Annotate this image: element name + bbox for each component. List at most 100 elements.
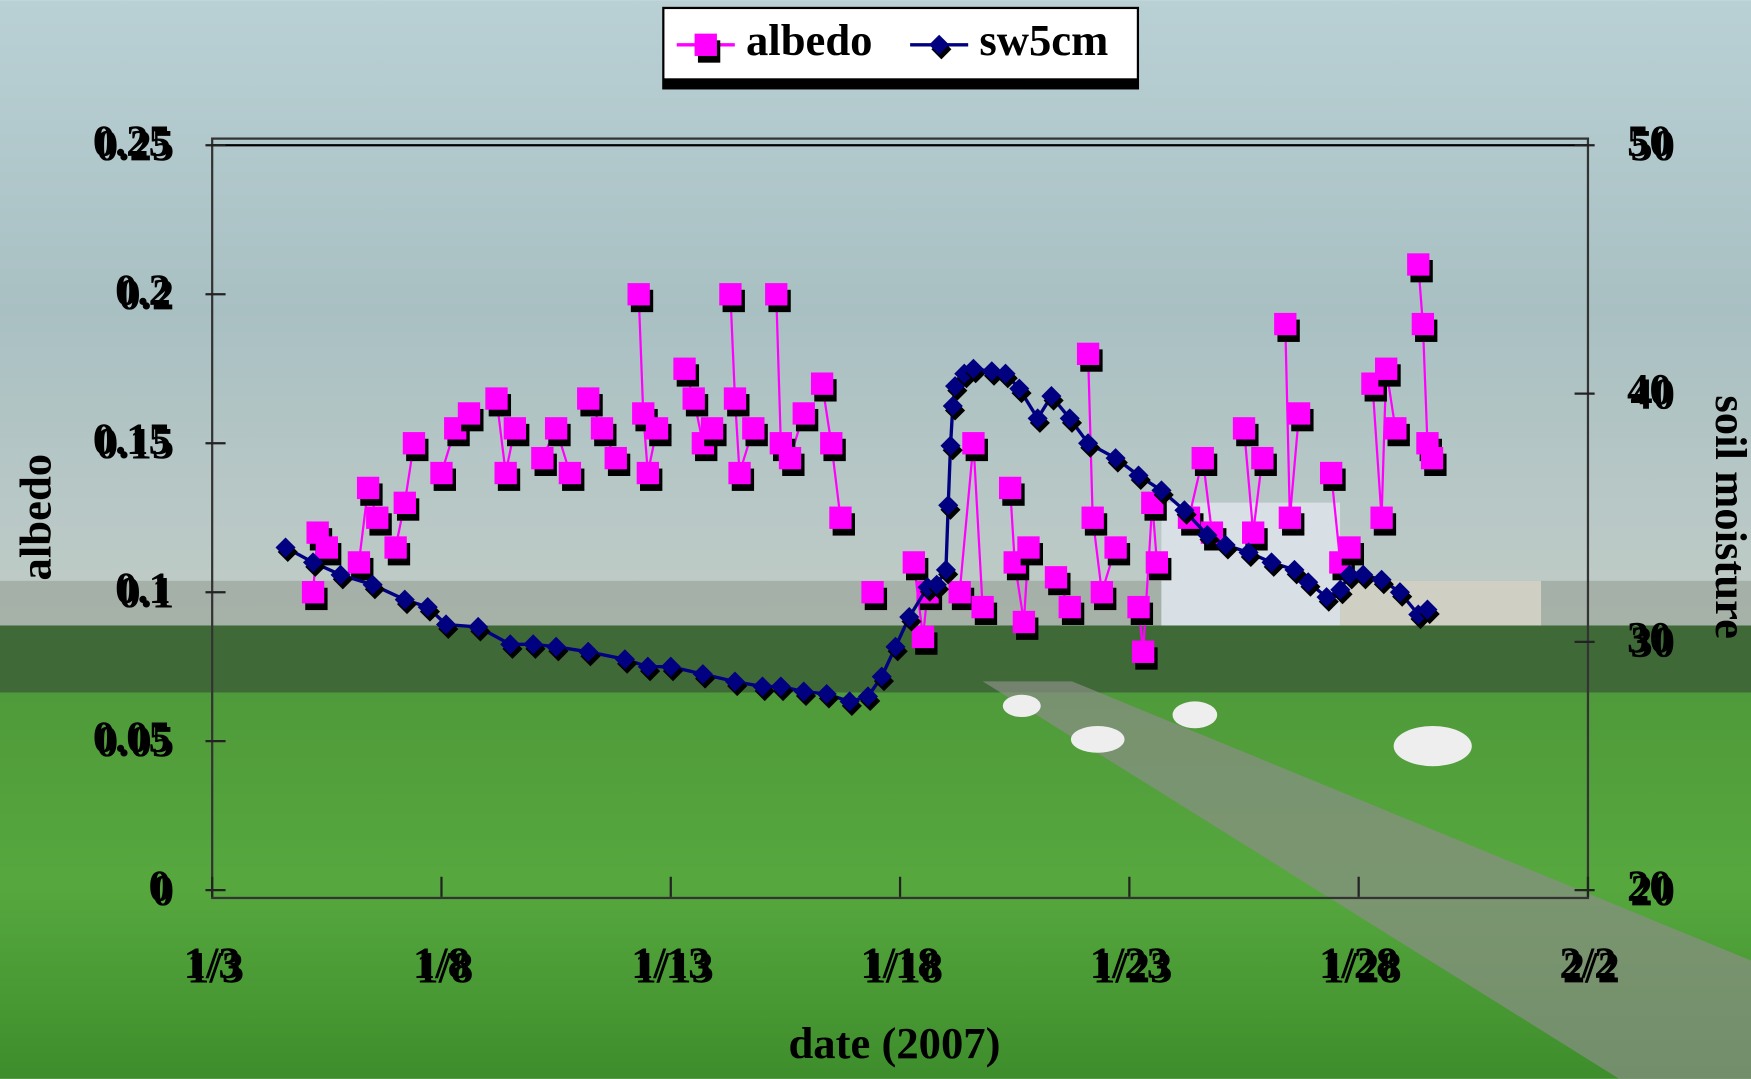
data-point — [1012, 610, 1036, 634]
data-point — [366, 506, 389, 529]
data-point — [724, 671, 746, 692]
x-tick-label: 1/13 — [634, 942, 713, 992]
data-point — [1145, 551, 1169, 574]
data-point — [682, 387, 705, 410]
data-point — [1044, 566, 1068, 589]
data-point — [1041, 386, 1062, 407]
data-point — [1104, 536, 1127, 559]
data-point — [1278, 506, 1302, 529]
y-tick-label: 0.15 — [93, 413, 171, 463]
data-point — [1411, 312, 1435, 336]
data-point — [1027, 408, 1048, 429]
data-point — [1261, 552, 1282, 573]
plot-frame — [211, 137, 1590, 900]
data-point — [1232, 417, 1256, 440]
legend-marker — [694, 33, 717, 56]
data-point — [637, 656, 658, 677]
y-tick-label: 0.25 — [96, 120, 174, 170]
data-point — [636, 461, 660, 485]
data-point — [627, 283, 650, 306]
data-point — [793, 681, 814, 702]
x-tick-label: 1/18 — [860, 937, 939, 987]
data-point — [963, 358, 984, 379]
data-point — [770, 676, 791, 697]
data-point — [315, 536, 338, 559]
x-tick-label: 1/8 — [416, 942, 473, 992]
data-point — [1371, 569, 1392, 590]
data-point — [995, 363, 1016, 384]
y2-tick-label: 20 — [1627, 860, 1672, 910]
data-point — [301, 581, 325, 604]
data-point — [393, 491, 416, 514]
data-point — [692, 664, 713, 685]
data-point — [604, 446, 627, 470]
data-point — [810, 372, 834, 395]
data-point — [1407, 253, 1430, 276]
data-point — [614, 649, 635, 670]
data-point — [590, 417, 614, 440]
data-point — [362, 574, 383, 595]
data-point — [1338, 536, 1361, 559]
data-point — [1251, 446, 1274, 470]
data-point — [1017, 536, 1040, 559]
data-point — [468, 616, 489, 638]
data-point — [902, 551, 925, 574]
data-point — [1242, 521, 1265, 544]
data-point — [402, 432, 426, 455]
data-point — [926, 574, 947, 595]
data-point — [962, 432, 985, 455]
data-point — [1127, 595, 1150, 619]
data-point — [1316, 587, 1337, 608]
data-point — [971, 595, 994, 619]
y-tick-label: 0.2 — [115, 265, 171, 315]
data-point — [857, 686, 879, 707]
y-tick-label: 0.15 — [96, 418, 174, 468]
data-point — [861, 581, 884, 604]
data-point — [998, 476, 1022, 500]
y2-axis-title: soil moisture — [1706, 395, 1751, 639]
legend-label: albedo — [746, 15, 873, 65]
x-tick-label: 1/3 — [187, 942, 244, 992]
data-point — [394, 589, 415, 610]
data-point — [728, 461, 751, 485]
data-point — [719, 283, 742, 306]
data-point — [765, 283, 788, 306]
y-tick-label: 0 — [149, 860, 171, 910]
data-point — [871, 666, 892, 687]
data-point — [1090, 581, 1114, 604]
data-point — [1287, 402, 1311, 425]
x-tick-label: 1/18 — [864, 942, 943, 992]
data-point — [417, 597, 438, 618]
data-point — [935, 559, 956, 580]
data-point — [948, 581, 971, 604]
y2-tick-label: 50 — [1630, 120, 1675, 170]
data-point — [778, 446, 802, 470]
data-point — [1389, 582, 1410, 603]
y2-tick-label: 30 — [1627, 612, 1672, 662]
y2-tick-label: 40 — [1627, 364, 1672, 414]
data-point — [1058, 595, 1081, 619]
data-point — [899, 606, 920, 628]
data-point — [1274, 312, 1297, 336]
x-tick-label: 2/2 — [1563, 942, 1620, 992]
x-tick-label: 1/8 — [413, 937, 470, 987]
legend-marker — [929, 34, 950, 55]
data-point — [1353, 564, 1374, 585]
y2-tick-label: 50 — [1627, 116, 1672, 166]
data-point — [885, 636, 906, 657]
y2-tick-label: 20 — [1630, 865, 1675, 915]
data-point — [577, 387, 600, 410]
data-point — [1384, 417, 1407, 440]
y2-tick-label: 40 — [1630, 368, 1675, 418]
y-tick-label: 0.25 — [93, 116, 171, 166]
data-point — [1009, 378, 1030, 399]
data-point — [1417, 599, 1438, 620]
y-tick-label: 0.05 — [93, 711, 171, 761]
data-point — [1420, 446, 1444, 470]
y-tick-label: 0.05 — [96, 716, 174, 766]
data-point — [1059, 408, 1080, 429]
data-point — [645, 417, 669, 440]
legend-label: sw5cm — [979, 15, 1108, 65]
y-tick-label: 0.1 — [118, 567, 174, 617]
